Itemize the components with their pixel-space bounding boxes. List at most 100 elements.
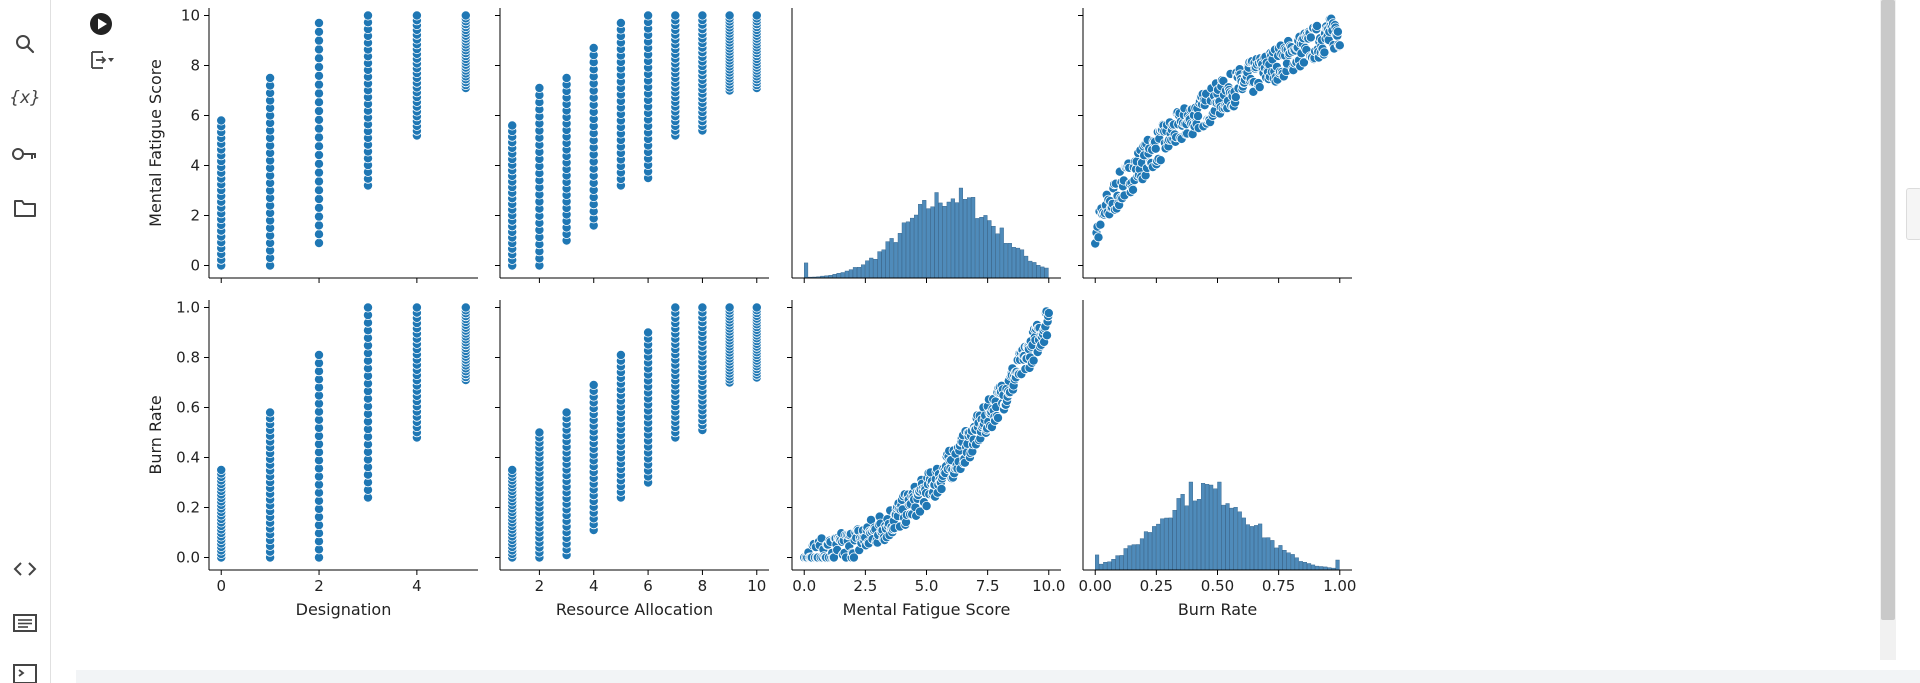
histogram-bar [1152, 526, 1157, 571]
histogram-bar [1131, 544, 1136, 571]
histogram-bar [1011, 247, 1016, 279]
histogram-bar [1262, 537, 1267, 571]
scatter-point [1298, 57, 1309, 68]
x-tick-label: 0.50 [1201, 577, 1234, 595]
scatter-point [313, 26, 324, 37]
x-axis-label: Designation [296, 600, 392, 619]
y-axis-label: Burn Rate [146, 395, 165, 474]
scatter-point [1042, 330, 1053, 341]
output-toggle-icon[interactable] [89, 48, 117, 76]
histogram-bar [852, 267, 857, 279]
svg-text:{x}: {x} [10, 88, 40, 108]
scatter-point [313, 62, 324, 73]
scatter-point [1095, 219, 1106, 230]
panel-row1-col3 [791, 8, 1061, 283]
histogram-bar [958, 187, 963, 279]
y-tick-label: 2 [190, 207, 200, 225]
histogram-bar [889, 238, 894, 279]
histogram-bar [1302, 562, 1307, 571]
scatter-point [313, 349, 324, 360]
left-sidebar: {x} [0, 0, 51, 683]
scatter-point [216, 464, 227, 475]
histogram-bar [1213, 488, 1218, 571]
histogram-bar [1040, 266, 1045, 279]
key-icon[interactable] [10, 139, 40, 169]
command-palette-icon[interactable] [10, 608, 40, 638]
scatter-point [313, 211, 324, 222]
scatter-point [313, 70, 324, 81]
histogram-bar [934, 192, 939, 279]
histogram-bar [1168, 517, 1173, 571]
play-icon[interactable] [89, 12, 113, 40]
scatter-point [534, 427, 545, 438]
histogram-bar [971, 197, 976, 279]
histogram-bar [893, 242, 898, 279]
cell-gutter [80, 0, 120, 100]
next-cell-edge [76, 670, 1920, 683]
variables-icon[interactable]: {x} [10, 83, 40, 113]
scatter-point [724, 302, 735, 313]
scatter-point [1254, 82, 1265, 93]
scatter-point [751, 10, 762, 21]
scatter-point [643, 10, 654, 21]
histogram-bar [1298, 561, 1303, 571]
marks-row1-col4 [1090, 13, 1345, 249]
x-tick-label: 0.0 [792, 577, 816, 595]
y-tick-label: 0.4 [176, 449, 200, 467]
scatter-point [1028, 355, 1039, 366]
histogram-bar [999, 227, 1004, 279]
histogram-bar [1266, 537, 1271, 571]
histogram-bar [1192, 500, 1197, 571]
histogram-bar [1294, 557, 1299, 571]
scatter-point [936, 483, 947, 494]
histogram-bar [910, 217, 915, 279]
terminal-icon[interactable] [10, 660, 40, 683]
histogram-bar [1007, 243, 1012, 279]
y-tick-label: 10 [181, 7, 200, 25]
y-tick-label: 0.6 [176, 399, 200, 417]
x-tick-label: 0.00 [1079, 577, 1112, 595]
vertical-scrollbar-thumb[interactable] [1881, 0, 1895, 620]
panel-row1-col4 [1078, 8, 1352, 283]
scatter-point [313, 79, 324, 90]
y-tick-label: 0.8 [176, 349, 200, 367]
scatter-point [313, 237, 324, 248]
scatter-point [313, 185, 324, 196]
folder-icon[interactable] [10, 193, 40, 223]
histogram-bar [1270, 540, 1275, 571]
axes-row1-col4 [1078, 8, 1352, 283]
code-icon[interactable] [10, 554, 40, 584]
scatter-point [313, 88, 324, 99]
side-panel-handle[interactable] [1906, 188, 1920, 240]
y-tick-label: 0.0 [176, 549, 200, 567]
histogram-bar [914, 214, 919, 279]
scatter-point [1319, 47, 1330, 58]
histogram-bar [967, 197, 972, 279]
histogram-bar [938, 202, 943, 279]
histogram-bar [897, 233, 902, 279]
histogram-bar [926, 208, 931, 279]
histogram-bar [1127, 545, 1132, 571]
histogram-bar [1156, 523, 1161, 571]
marks-row2-col4 [1095, 481, 1340, 571]
x-axis-label: Resource Allocation [556, 600, 713, 619]
histogram-bar [975, 218, 980, 279]
panel-row1-col1: 0 2 4 6 8 10 Mental Fatigue Score [146, 7, 478, 283]
marks-row2-col1 [216, 302, 471, 563]
histogram-bar [1335, 559, 1340, 571]
histogram-bar [901, 222, 906, 279]
scatter-point [588, 43, 599, 54]
scatter-point [1155, 155, 1166, 166]
marks-row2-col2 [507, 302, 762, 563]
x-tick-label: 0 [216, 577, 226, 595]
histogram-bar [877, 251, 882, 279]
scatter-point [313, 149, 324, 160]
histogram-bar [963, 198, 968, 279]
histogram-bar [873, 259, 878, 279]
search-icon[interactable] [10, 29, 40, 59]
histogram-bar [946, 201, 951, 279]
histogram-bar [836, 273, 841, 279]
scatter-point [507, 120, 518, 131]
x-tick-label: 1.00 [1323, 577, 1356, 595]
